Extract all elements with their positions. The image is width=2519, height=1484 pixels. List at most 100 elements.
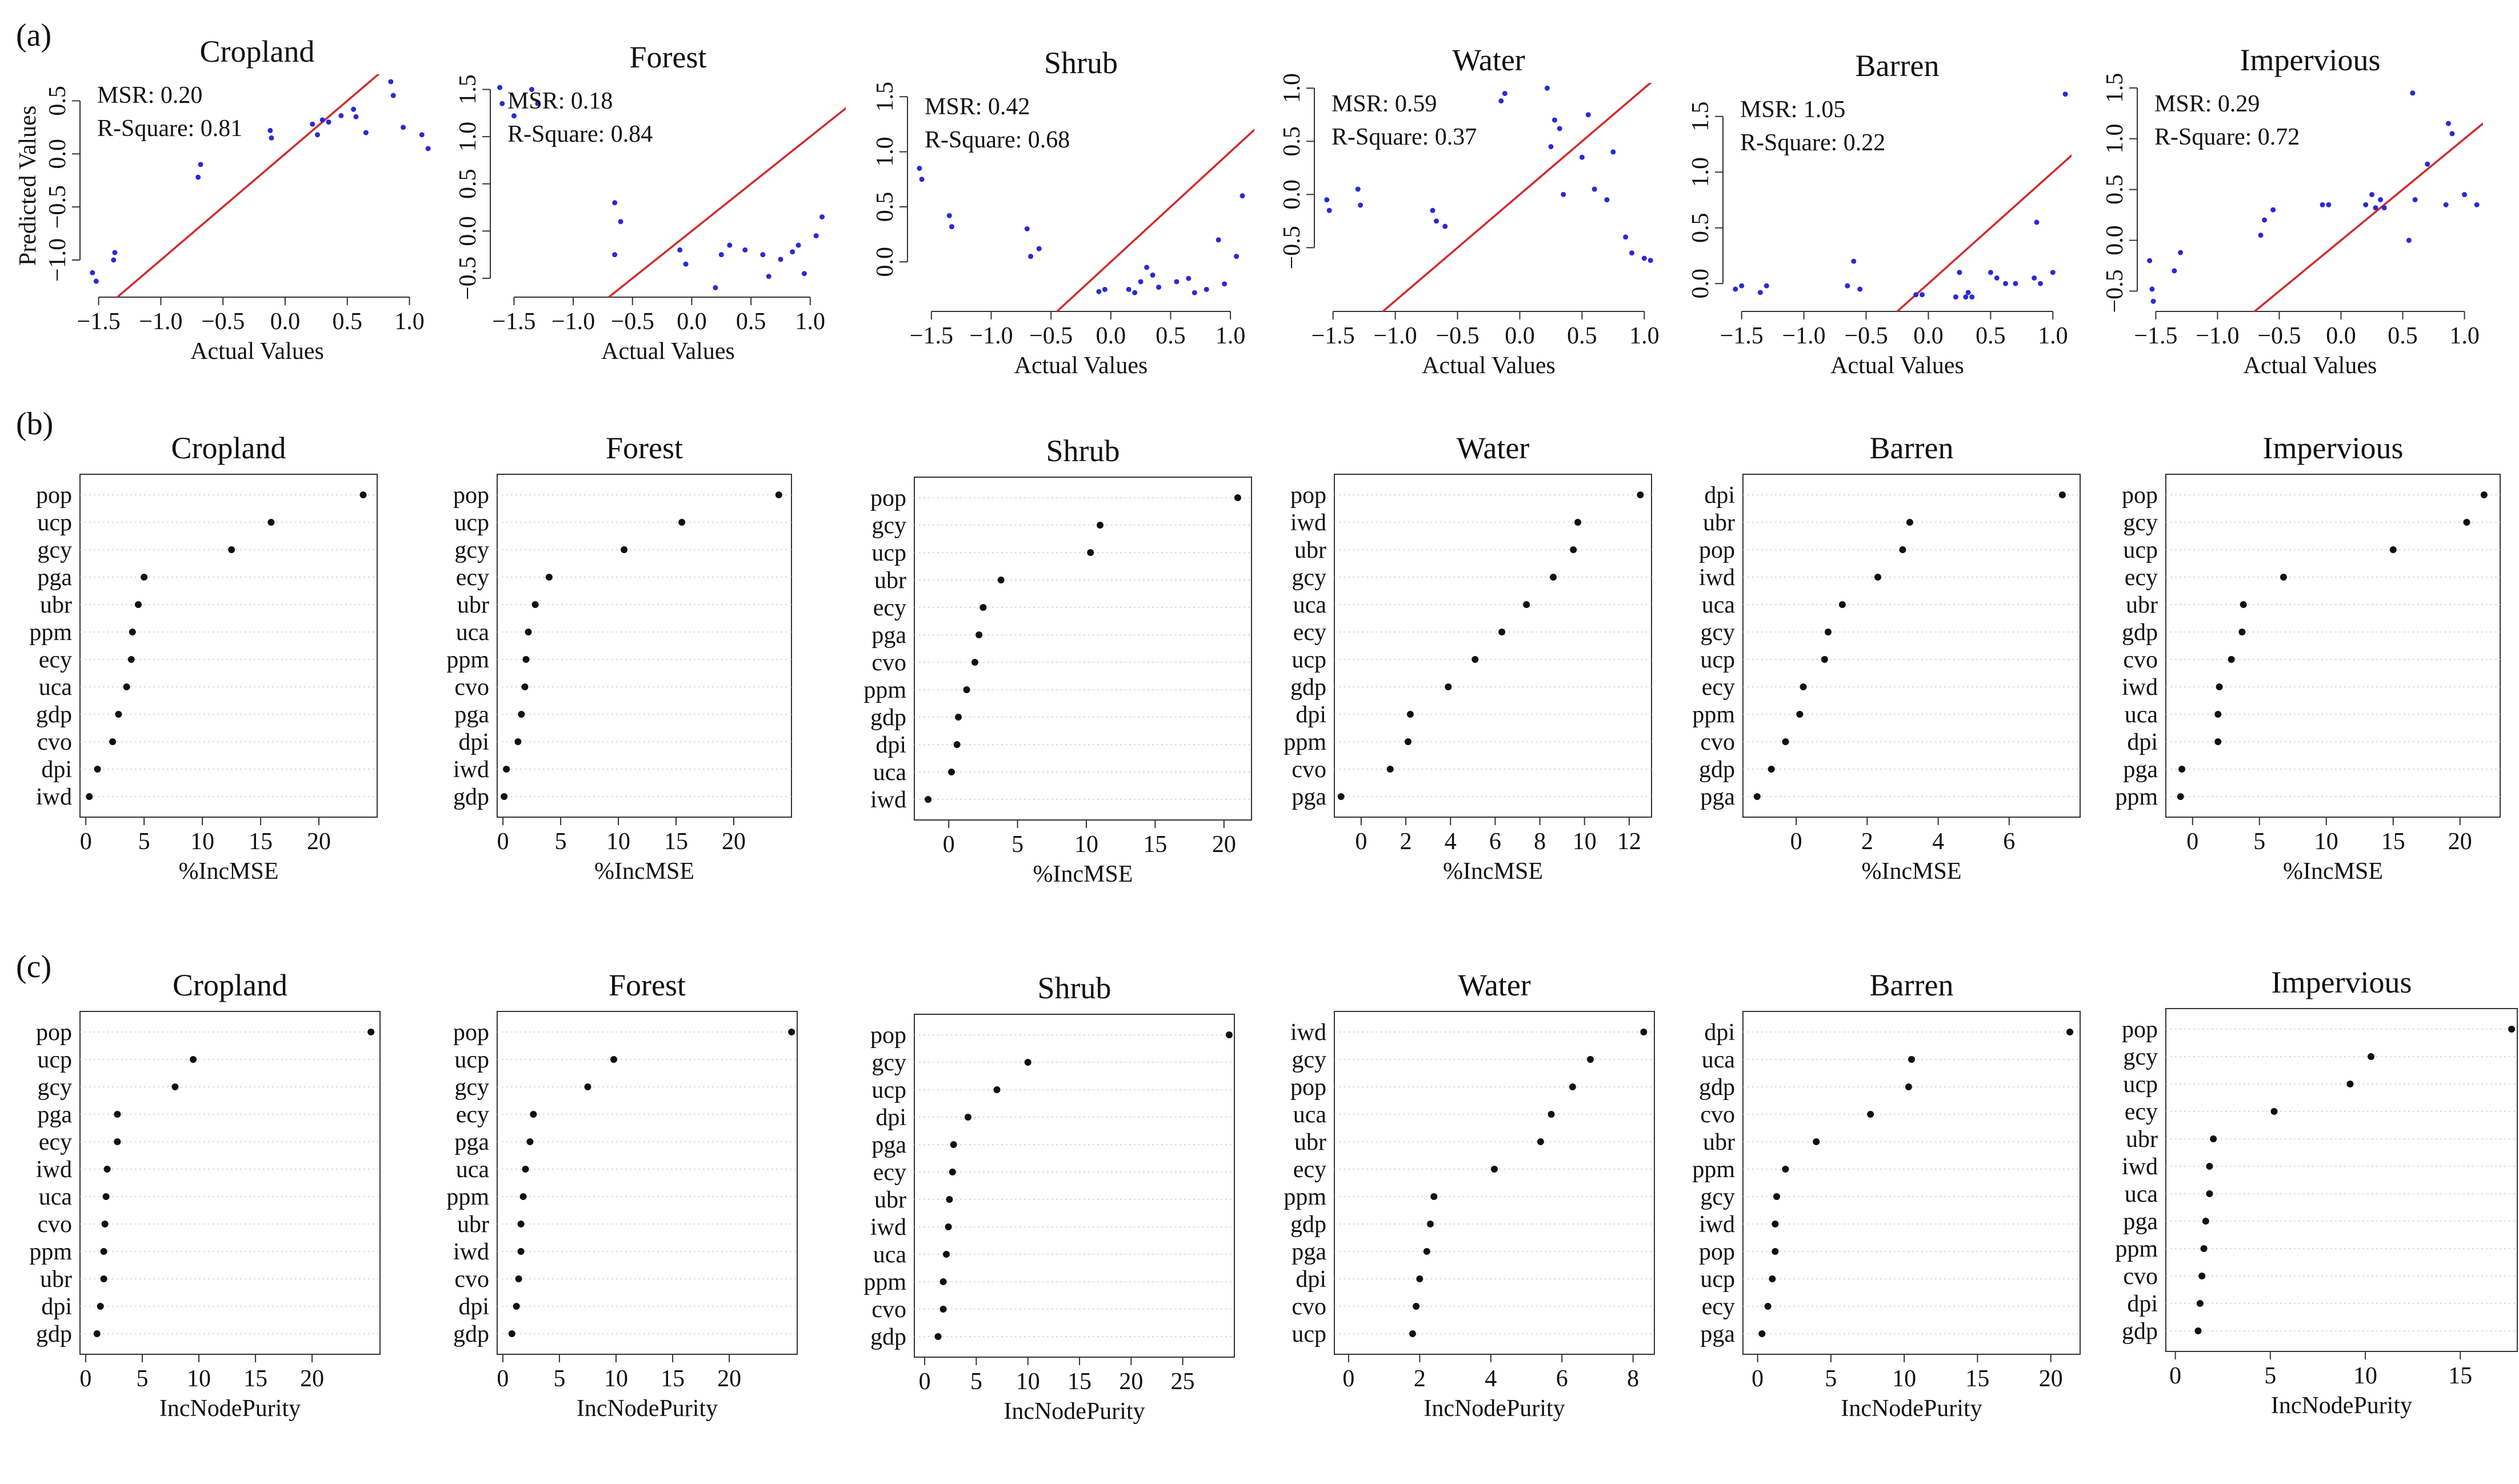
variable-label: cvo	[1292, 1294, 1326, 1320]
y-tick-label: 0.5	[2102, 174, 2128, 205]
data-point	[2150, 298, 2156, 304]
importance-dot	[141, 574, 148, 581]
y-tick-label: 1.0	[872, 137, 898, 167]
data-point	[1144, 265, 1150, 270]
importance-dot	[1758, 1330, 1766, 1337]
variable-label: ubr	[874, 1187, 906, 1213]
data-point	[2178, 250, 2184, 255]
x-tick-label: −0.5	[1436, 323, 1479, 349]
data-point	[390, 93, 396, 98]
panel-b-impervious: Impervious popgcyucpecyubrgdpcvoiwducadpi…	[2115, 431, 2501, 885]
importance-dot	[1753, 793, 1761, 800]
x-tick-label: 0	[1752, 1366, 1764, 1392]
x-tick-label: 2	[1414, 1366, 1426, 1392]
plot-frame	[79, 1011, 381, 1355]
variable-label: ucp	[1292, 1321, 1326, 1347]
data-point	[338, 113, 344, 118]
x-tick-label: 8	[1534, 829, 1546, 855]
variable-label: uca	[2125, 1181, 2158, 1207]
r-square-annotation: R-Square: 0.72	[2154, 124, 2300, 150]
importance-dot	[2202, 1218, 2209, 1225]
data-point	[425, 146, 431, 151]
x-tick-label: 10	[1016, 1369, 1040, 1395]
importance-dot	[129, 629, 136, 635]
variable-label: pop	[1290, 482, 1326, 509]
data-point	[677, 247, 683, 253]
variable-label: gcy	[1292, 1047, 1326, 1073]
importance-dot	[979, 604, 987, 611]
x-axis-title: %IncMSE	[2283, 858, 2383, 885]
panel-b-water: Water popiwdubrgcyucaecyucpgdpdpippmcvopg…	[1284, 431, 1652, 885]
y-tick-label: 0.5	[45, 86, 71, 116]
data-point	[1186, 275, 1191, 281]
data-point	[612, 252, 618, 258]
x-tick-label: 20	[1119, 1369, 1143, 1395]
y-tick-label: 0.0	[1279, 179, 1305, 210]
panel-title: Cropland	[173, 968, 287, 1002]
variable-label: dpi	[2127, 729, 2158, 755]
data-point	[1851, 258, 1857, 264]
importance-dot	[1874, 574, 1881, 581]
variable-label: pga	[1292, 784, 1326, 810]
data-point	[1239, 193, 1245, 199]
y-tick-label: −0.5	[45, 185, 71, 229]
variable-label: ubr	[40, 592, 72, 618]
importance-dot	[925, 796, 932, 803]
data-point	[2381, 205, 2387, 211]
variable-label: pop	[1699, 537, 1735, 563]
r-square-annotation: R-Square: 0.81	[97, 115, 242, 142]
y-tick-label: 0.5	[872, 192, 898, 222]
x-axis-title: IncNodePurity	[159, 1395, 301, 1422]
x-tick-label: 0.5	[2388, 323, 2418, 349]
data-point	[790, 249, 795, 255]
plot-frame	[1742, 474, 2081, 818]
data-point	[1150, 272, 1155, 278]
variable-label: uca	[456, 1157, 490, 1183]
variable-label: pga	[37, 1102, 72, 1128]
data-point	[2013, 281, 2018, 286]
data-point	[819, 214, 825, 220]
variable-label: pga	[454, 702, 489, 728]
variable-label: ucp	[1700, 1266, 1735, 1293]
importance-dot	[2214, 711, 2222, 718]
variable-label: gcy	[1700, 1184, 1735, 1210]
panel-c-cropland: Cropland popucpgcypgaecyiwducacvoppmubrdp…	[29, 968, 381, 1422]
panel-title: Water	[1458, 968, 1531, 1002]
x-tick-label: 1.0	[2449, 323, 2480, 349]
variable-label: dpi	[458, 729, 489, 755]
data-point	[1623, 234, 1629, 240]
importance-dot	[1825, 629, 1832, 635]
importance-dot	[1491, 1166, 1498, 1173]
x-axis-title: %IncMSE	[1443, 858, 1543, 885]
variable-label: gdp	[453, 784, 489, 810]
importance-dot	[513, 1303, 520, 1310]
importance-dot	[1782, 1166, 1789, 1173]
y-tick-label: 0.0	[1688, 269, 1714, 299]
data-point	[766, 274, 771, 279]
variable-label: ubr	[1703, 1129, 1735, 1155]
x-axis-title: Actual Values	[1422, 353, 1556, 379]
x-tick-label: 0	[1355, 829, 1367, 855]
data-point	[1585, 112, 1591, 118]
plot-frame	[914, 1014, 1235, 1358]
variable-label: gdp	[1290, 1211, 1326, 1238]
data-point	[1102, 286, 1107, 292]
importance-dot	[545, 574, 553, 581]
panel-b-barren: Barren dpiubrpopiwducagcyucpecyppmcvogdpp…	[1692, 431, 2081, 885]
importance-dot	[1409, 1330, 1416, 1337]
importance-dot	[1821, 656, 1828, 663]
x-tick-label: 0.5	[332, 309, 362, 335]
x-tick-label: 0	[80, 829, 92, 855]
importance-dot	[525, 629, 532, 635]
x-tick-label: 0.0	[1096, 323, 1126, 349]
panel-a-shrub: Shrub −1.5 −1.0 −0.5 0.0 0.5 1.0 Actual Values 0…	[872, 46, 1254, 379]
variable-label: uca	[873, 759, 907, 786]
variable-label: ecy	[456, 1102, 489, 1128]
data-point	[499, 101, 505, 106]
x-tick-label: 5	[1011, 831, 1023, 858]
importance-dot	[1430, 1193, 1438, 1200]
importance-dot	[2389, 546, 2397, 553]
data-point	[2373, 205, 2378, 211]
data-point	[2462, 192, 2468, 198]
variable-label: dpi	[1296, 702, 1326, 728]
